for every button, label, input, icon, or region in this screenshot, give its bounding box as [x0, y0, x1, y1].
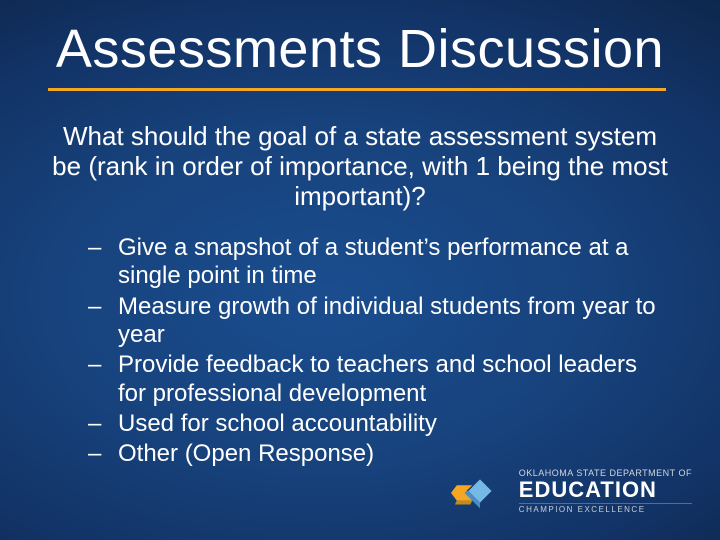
list-item: – Provide feedback to teachers and schoo… [88, 351, 668, 408]
slide-question: What should the goal of a state assessme… [50, 122, 670, 212]
title-underline [48, 88, 666, 91]
list-item: – Give a snapshot of a student’s perform… [88, 234, 668, 291]
bullet-dash: – [88, 293, 118, 321]
list-item: – Measure growth of individual students … [88, 293, 668, 350]
slide: Assessments Discussion What should the g… [0, 0, 720, 540]
education-logo-icon [451, 462, 509, 520]
bullet-dash: – [88, 410, 118, 438]
bullet-text: Give a snapshot of a student’s performan… [118, 234, 668, 291]
slide-title: Assessments Discussion [0, 18, 720, 80]
bullet-dash: – [88, 440, 118, 468]
bullet-list: – Give a snapshot of a student’s perform… [88, 234, 668, 471]
footer-logo: OKLAHOMA STATE DEPARTMENT OF EDUCATION C… [451, 462, 692, 520]
bullet-text: Measure growth of individual students fr… [118, 293, 668, 350]
list-item: – Used for school accountability [88, 410, 668, 438]
bullet-dash: – [88, 351, 118, 379]
bullet-text: Used for school accountability [118, 410, 668, 438]
logo-tagline: CHAMPION EXCELLENCE [519, 503, 692, 514]
bullet-text: Provide feedback to teachers and school … [118, 351, 668, 408]
bullet-dash: – [88, 234, 118, 262]
logo-text-block: OKLAHOMA STATE DEPARTMENT OF EDUCATION C… [519, 469, 692, 514]
logo-wordmark: EDUCATION [519, 479, 692, 501]
